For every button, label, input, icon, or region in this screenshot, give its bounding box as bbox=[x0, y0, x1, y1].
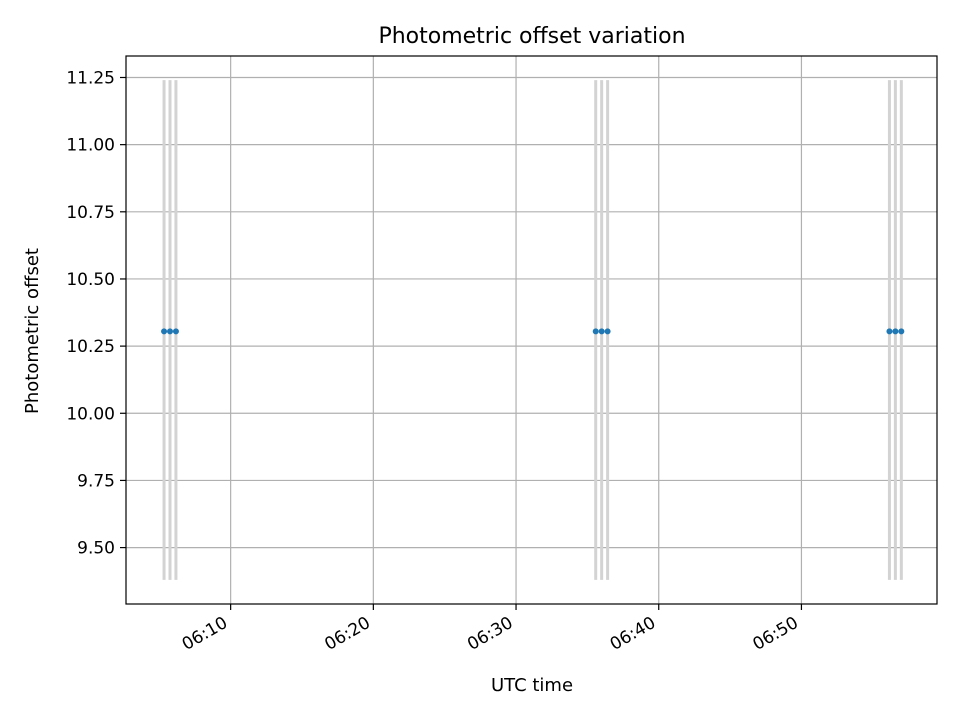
data-point bbox=[161, 328, 168, 335]
data-point bbox=[598, 328, 605, 335]
y-tick-label: 9.50 bbox=[77, 539, 115, 559]
y-tick-label: 9.75 bbox=[77, 471, 115, 491]
data-point bbox=[166, 328, 173, 335]
y-tick-label: 11.00 bbox=[66, 136, 115, 156]
y-tick-label: 10.50 bbox=[66, 270, 115, 290]
data-points bbox=[161, 328, 905, 335]
x-axis-label: UTC time bbox=[491, 675, 573, 696]
data-point bbox=[592, 328, 599, 335]
data-point bbox=[172, 328, 179, 335]
chart-title: Photometric offset variation bbox=[378, 24, 685, 49]
plot-frame bbox=[125, 55, 938, 605]
y-tick-label: 10.00 bbox=[66, 404, 115, 424]
y-tick-label: 10.75 bbox=[66, 203, 115, 223]
y-axis-ticks: 9.50 9.75 10.00 10.25 10.50 10.75 11.00 11.25 bbox=[66, 68, 126, 559]
data-point bbox=[604, 328, 611, 335]
data-point bbox=[892, 328, 899, 335]
y-axis-label: Photometric offset bbox=[22, 248, 43, 414]
grid bbox=[126, 56, 937, 604]
y-tick-label: 10.25 bbox=[66, 337, 115, 357]
data-point bbox=[886, 328, 893, 335]
y-tick-label: 11.25 bbox=[66, 68, 115, 88]
data-point bbox=[898, 328, 905, 335]
